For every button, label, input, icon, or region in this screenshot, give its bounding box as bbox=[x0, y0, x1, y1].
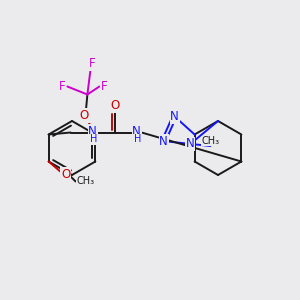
Text: H: H bbox=[134, 134, 141, 145]
Text: O: O bbox=[110, 99, 119, 112]
Text: N: N bbox=[186, 137, 195, 150]
Text: N: N bbox=[132, 125, 141, 138]
Text: H: H bbox=[90, 134, 97, 145]
Text: N: N bbox=[88, 125, 97, 138]
Text: F: F bbox=[101, 80, 108, 93]
Text: N: N bbox=[159, 135, 168, 148]
Text: O: O bbox=[80, 109, 89, 122]
Text: F: F bbox=[59, 80, 66, 93]
Text: N: N bbox=[170, 110, 179, 123]
Text: CH₃: CH₃ bbox=[76, 176, 95, 187]
Text: O: O bbox=[61, 168, 70, 181]
Text: F: F bbox=[89, 57, 96, 70]
Text: CH₃: CH₃ bbox=[201, 136, 219, 146]
